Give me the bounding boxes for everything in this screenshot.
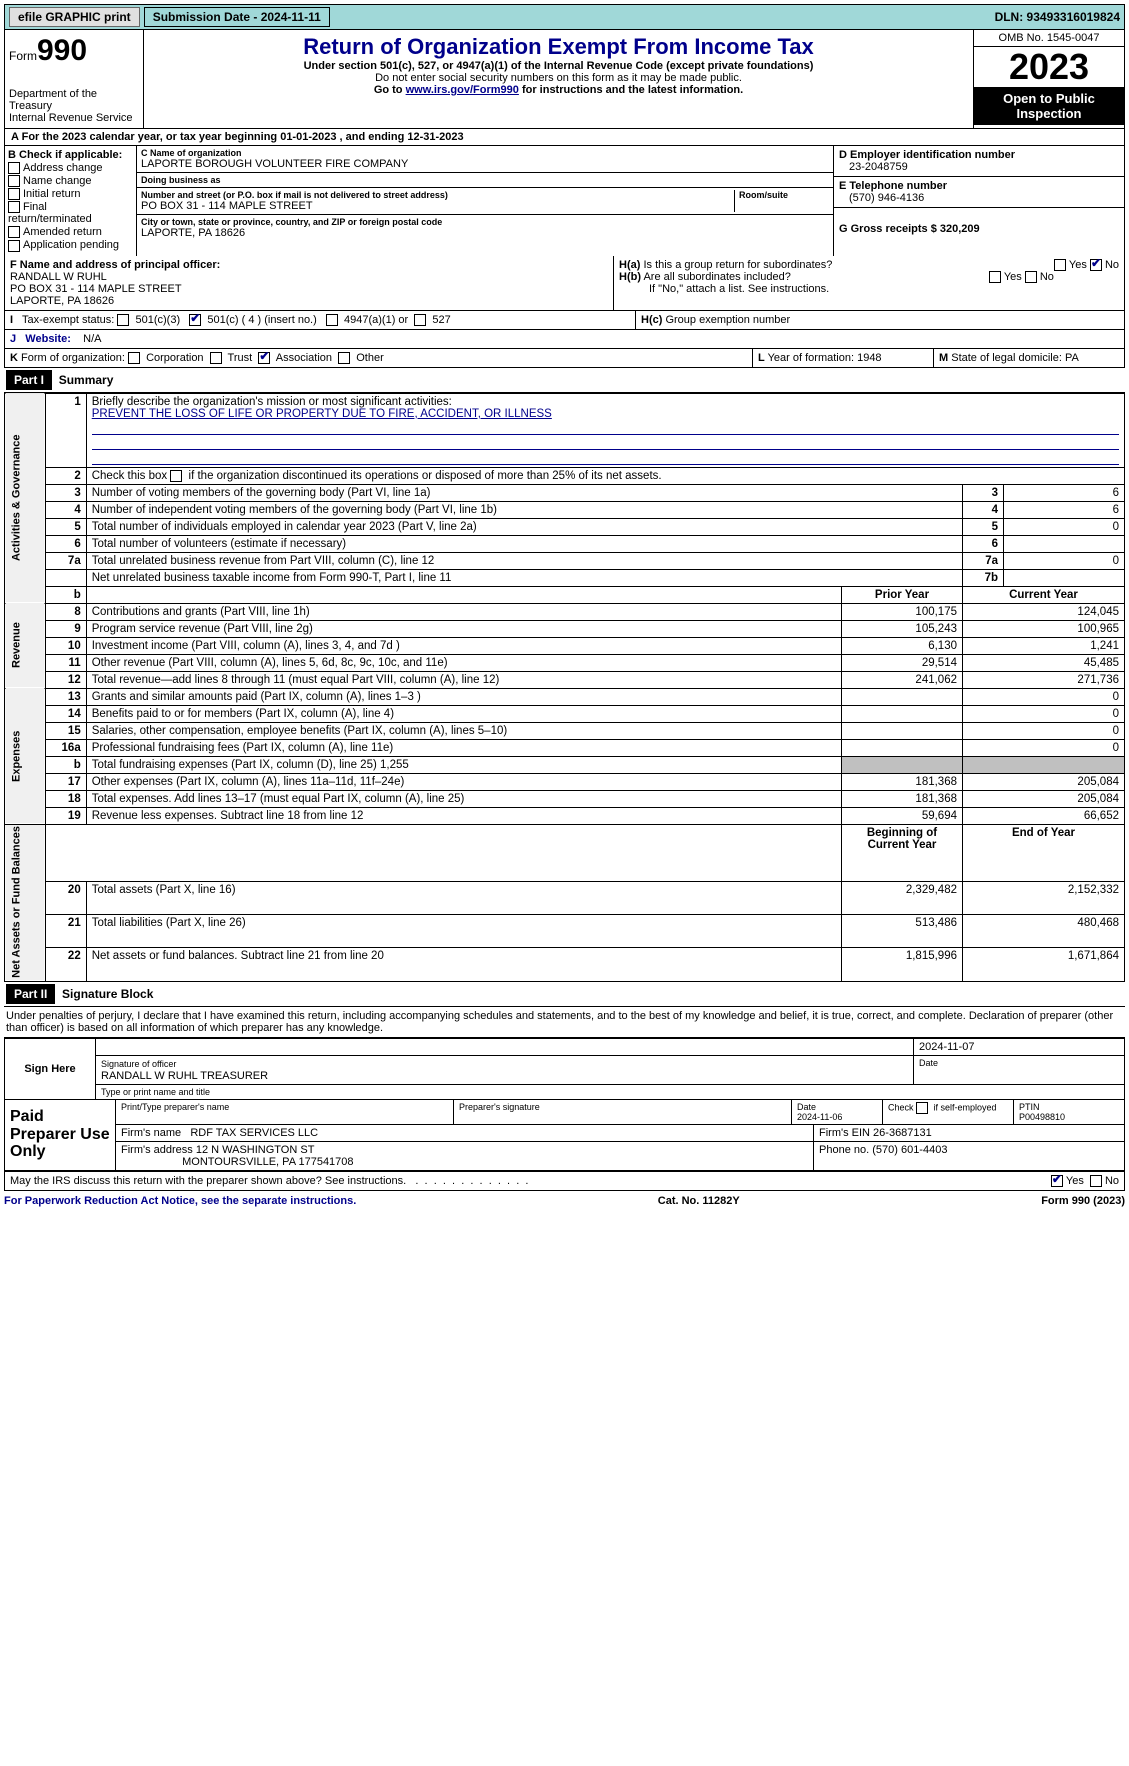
ein-value: 23-2048759 (839, 161, 908, 173)
open-inspection: Open to Public Inspection (974, 87, 1124, 125)
officer-addr2: LAPORTE, PA 18626 (10, 295, 114, 307)
subtitle-2: Do not enter social security numbers on … (148, 72, 969, 84)
omb-number: OMB No. 1545-0047 (974, 30, 1124, 47)
subtitle-1: Under section 501(c), 527, or 4947(a)(1)… (148, 60, 969, 72)
city-label: City or town, state or province, country… (141, 217, 829, 227)
gross-receipts-label: G Gross receipts $ 320,209 (839, 223, 980, 235)
h-note: If "No," attach a list. See instructions… (619, 283, 1119, 295)
dln-label: DLN: 93493316019824 (995, 10, 1120, 24)
officer-addr1: PO BOX 31 - 114 MAPLE STREET (10, 283, 182, 295)
sig-date: 2024-11-07 (914, 1039, 1124, 1055)
row-j: J Website: N/A (4, 330, 1125, 349)
street-label: Number and street (or P.O. box if mail i… (141, 190, 734, 200)
footer-right: Form 990 (2023) (1041, 1195, 1125, 1207)
room-label: Room/suite (739, 190, 829, 200)
row-f-h: F Name and address of principal officer:… (4, 256, 1125, 311)
top-bar: efile GRAPHIC print Submission Date - 20… (4, 4, 1125, 30)
h-b-row: H(b) Are all subordinates included? Yes … (619, 271, 1119, 283)
chk-name-change[interactable]: Name change (8, 175, 133, 187)
row-k-l-m: K Form of organization: Corporation Trus… (4, 349, 1125, 368)
dept-treasury: Department of the Treasury (9, 88, 139, 112)
header-block: B Check if applicable: Address change Na… (4, 146, 1125, 256)
efile-print-button[interactable]: efile GRAPHIC print (9, 7, 140, 27)
dba-label: Doing business as (141, 175, 829, 185)
officer-name: RANDALL W RUHL (10, 271, 107, 283)
irs-label: Internal Revenue Service (9, 112, 139, 124)
vlabel-governance: Activities & Governance (5, 393, 46, 603)
line1-label: Briefly describe the organization's miss… (92, 396, 452, 408)
part2-header: Part II Signature Block (4, 982, 1125, 1007)
signature-block: Sign Here 2024-11-07 Signature of office… (4, 1037, 1125, 1191)
line2: Check this box if the organization disco… (86, 467, 1124, 484)
goto-line: Go to www.irs.gov/Form990 for instructio… (148, 84, 969, 96)
box-b: B Check if applicable: Address change Na… (5, 146, 137, 256)
vlabel-net-assets: Net Assets or Fund Balances (5, 824, 46, 981)
paid-preparer-label: Paid Preparer Use Only (5, 1100, 116, 1170)
box-d-e-g: D Employer identification number 23-2048… (833, 146, 1124, 256)
chk-initial-return[interactable]: Initial return (8, 188, 133, 200)
officer-signature-name: RANDALL W RUHL TREASURER (101, 1070, 268, 1082)
summary-table: Activities & Governance 1 Briefly descri… (4, 393, 1125, 982)
chk-amended-return[interactable]: Amended return (8, 226, 133, 238)
form-number: Form990 (9, 34, 139, 68)
h-a-row: H(a) Is this a group return for subordin… (619, 259, 1119, 271)
chk-address-change[interactable]: Address change (8, 162, 133, 174)
line-a: A For the 2023 calendar year, or tax yea… (4, 129, 1125, 146)
form990-link[interactable]: www.irs.gov/Form990 (406, 84, 519, 96)
submission-date-label: Submission Date - 2024-11-11 (144, 7, 330, 27)
discuss-row: May the IRS discuss this return with the… (5, 1171, 1124, 1190)
chk-application-pending[interactable]: Application pending (8, 239, 133, 251)
row-i: I Tax-exempt status: 501(c)(3) 501(c) ( … (4, 311, 1125, 330)
firm-name: RDF TAX SERVICES LLC (190, 1127, 318, 1139)
website-value: N/A (83, 333, 101, 345)
org-name: LAPORTE BOROUGH VOLUNTEER FIRE COMPANY (141, 158, 829, 170)
footer-left: For Paperwork Reduction Act Notice, see … (4, 1195, 356, 1207)
org-name-label: C Name of organization (141, 148, 829, 158)
box-c: C Name of organization LAPORTE BOROUGH V… (137, 146, 833, 256)
street-value: PO BOX 31 - 114 MAPLE STREET (141, 200, 734, 212)
chk-final-return[interactable]: Final return/terminated (8, 201, 133, 225)
sign-here-label: Sign Here (5, 1039, 96, 1099)
phone-label: E Telephone number (839, 180, 947, 192)
perjury-statement: Under penalties of perjury, I declare th… (4, 1007, 1125, 1037)
vlabel-expenses: Expenses (5, 688, 46, 824)
mission-text: PREVENT THE LOSS OF LIFE OR PROPERTY DUE… (92, 408, 552, 420)
phone-value: (570) 946-4136 (839, 192, 924, 204)
footer-center: Cat. No. 11282Y (658, 1195, 740, 1207)
form-title: Return of Organization Exempt From Incom… (148, 34, 969, 60)
ein-label: D Employer identification number (839, 149, 1015, 161)
officer-label: F Name and address of principal officer: (10, 259, 220, 271)
group-exemption-label: Group exemption number (665, 314, 790, 326)
vlabel-revenue: Revenue (5, 603, 46, 688)
part1-header: Part I Summary (4, 368, 1125, 393)
city-value: LAPORTE, PA 18626 (141, 227, 829, 239)
tax-year: 2023 (974, 47, 1124, 87)
form-header: Form990 Department of the Treasury Inter… (4, 30, 1125, 129)
page-footer: For Paperwork Reduction Act Notice, see … (4, 1191, 1125, 1207)
